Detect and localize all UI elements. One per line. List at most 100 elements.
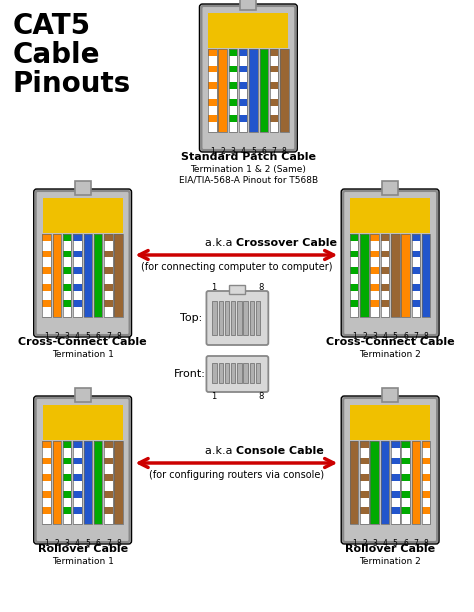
Text: 2: 2: [362, 332, 367, 341]
Bar: [270, 49, 278, 132]
Bar: [239, 49, 247, 132]
Text: 2: 2: [55, 332, 59, 341]
Bar: [73, 458, 82, 465]
Text: 5: 5: [85, 539, 90, 548]
Bar: [94, 234, 102, 317]
Bar: [212, 363, 217, 383]
Bar: [53, 441, 61, 524]
Bar: [256, 363, 260, 383]
Bar: [381, 267, 389, 274]
Bar: [63, 441, 72, 524]
Bar: [231, 301, 236, 335]
Bar: [42, 284, 51, 291]
Text: 2: 2: [362, 539, 367, 548]
Bar: [209, 13, 288, 48]
Bar: [422, 441, 430, 448]
Text: 4: 4: [75, 332, 80, 341]
Bar: [104, 234, 113, 241]
Bar: [208, 65, 217, 72]
FancyBboxPatch shape: [36, 398, 129, 542]
Text: 8: 8: [424, 539, 428, 548]
Bar: [360, 234, 369, 317]
Bar: [94, 441, 102, 524]
Bar: [114, 234, 123, 317]
Text: 8: 8: [116, 539, 121, 548]
Bar: [228, 65, 237, 72]
Bar: [63, 474, 72, 481]
Bar: [371, 284, 379, 291]
Bar: [219, 363, 223, 383]
Text: Front:: Front:: [173, 369, 205, 379]
Bar: [411, 441, 420, 524]
Bar: [360, 441, 369, 524]
Bar: [228, 49, 237, 56]
Bar: [53, 234, 61, 317]
Text: Console Cable: Console Cable: [237, 446, 324, 456]
Bar: [270, 99, 278, 106]
Bar: [350, 300, 358, 307]
Bar: [104, 507, 113, 514]
Bar: [350, 250, 358, 258]
Bar: [381, 441, 389, 524]
Text: Rollover Cable: Rollover Cable: [345, 544, 435, 554]
Bar: [401, 441, 410, 524]
Text: Standard Patch Cable: Standard Patch Cable: [181, 152, 316, 162]
Bar: [360, 491, 369, 498]
Bar: [104, 234, 113, 317]
Bar: [83, 234, 92, 317]
FancyBboxPatch shape: [207, 356, 268, 392]
Bar: [422, 234, 430, 317]
Bar: [104, 250, 113, 258]
Bar: [350, 234, 358, 241]
Text: 1: 1: [210, 147, 215, 156]
Bar: [360, 507, 369, 514]
Bar: [53, 441, 61, 524]
Text: 8: 8: [282, 147, 287, 156]
Bar: [73, 441, 82, 448]
Bar: [73, 234, 82, 241]
Text: 5: 5: [393, 539, 398, 548]
Bar: [422, 458, 430, 465]
Text: 3: 3: [372, 539, 377, 548]
Bar: [350, 267, 358, 274]
Text: 2: 2: [220, 147, 225, 156]
Text: 6: 6: [403, 539, 408, 548]
Bar: [231, 363, 236, 383]
Bar: [42, 250, 51, 258]
Bar: [270, 65, 278, 72]
Bar: [239, 49, 247, 56]
Bar: [411, 234, 420, 241]
Bar: [239, 65, 247, 72]
Bar: [391, 234, 400, 317]
Bar: [371, 250, 379, 258]
Text: 1: 1: [211, 392, 217, 401]
Bar: [382, 181, 398, 195]
Bar: [104, 474, 113, 481]
Text: Rollover Cable: Rollover Cable: [37, 544, 128, 554]
Bar: [104, 441, 113, 448]
Bar: [381, 441, 389, 524]
Bar: [42, 234, 51, 317]
Bar: [350, 198, 430, 233]
Bar: [74, 388, 91, 402]
Bar: [63, 441, 72, 448]
Bar: [73, 250, 82, 258]
Bar: [219, 49, 227, 132]
Bar: [219, 49, 227, 132]
FancyBboxPatch shape: [343, 191, 437, 335]
Bar: [229, 285, 246, 294]
Bar: [63, 234, 72, 317]
Bar: [42, 441, 51, 448]
Text: 5: 5: [85, 332, 90, 341]
Bar: [208, 49, 217, 56]
Text: 3: 3: [230, 147, 236, 156]
Bar: [401, 441, 410, 448]
Text: a.k.a: a.k.a: [205, 446, 237, 456]
Bar: [371, 234, 379, 317]
Text: 7: 7: [413, 332, 418, 341]
Bar: [270, 49, 278, 56]
Bar: [239, 49, 247, 132]
Bar: [63, 507, 72, 514]
Bar: [381, 284, 389, 291]
Text: 4: 4: [383, 539, 387, 548]
